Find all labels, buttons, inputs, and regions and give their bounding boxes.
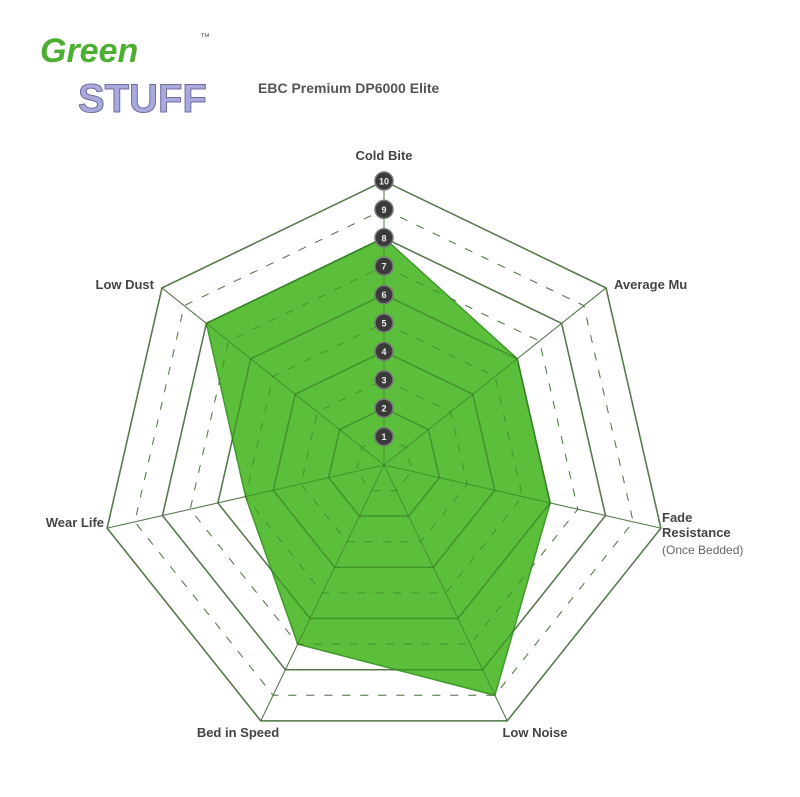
svg-text:8: 8 [381, 233, 386, 243]
scale-tick-5: 5 [374, 313, 394, 333]
grid-ring-2 [327, 407, 441, 517]
svg-text:5: 5 [381, 319, 386, 329]
scale-tick-4: 4 [374, 341, 394, 362]
svg-text:6: 6 [381, 290, 386, 300]
scale-tick-10: 10 [374, 171, 394, 191]
grid-spoke [260, 464, 385, 722]
svg-text:9: 9 [381, 205, 386, 215]
scale-ticks: 1 2 3 4 5 6 7 8 9 10 [374, 171, 394, 447]
axis-sublabel: (Once Bedded) [662, 543, 743, 557]
logo-green-text: Green [40, 32, 138, 70]
scale-tick-3: 3 [374, 370, 394, 390]
axis-label: Average Mu [614, 277, 687, 292]
grid-spoke [383, 287, 607, 466]
axis-label: Low Dust [96, 277, 155, 292]
grid-ring-8 [161, 236, 607, 671]
grid-spoke [161, 287, 385, 466]
grid-ring-9 [134, 208, 634, 696]
grid-ring-7 [189, 265, 579, 645]
grid-ring-10 [106, 180, 662, 722]
logo-stuff-text: STUFF [78, 77, 207, 121]
scale-tick-8: 8 [374, 228, 394, 248]
svg-text:1: 1 [381, 432, 386, 442]
chart-title: EBC Premium DP6000 Elite [258, 80, 440, 96]
scale-tick-1: 1 [374, 426, 394, 447]
grid-spoke [383, 464, 661, 529]
axis-label: Bed in Speed [197, 725, 279, 740]
grid-ring-6 [217, 293, 551, 620]
logo-tm: ™ [200, 32, 210, 43]
scale-tick-6: 6 [374, 284, 394, 305]
grid-spoke [383, 464, 508, 722]
axis-label: Wear Life [46, 515, 104, 530]
logo: Green STUFF ™ [40, 32, 210, 122]
scale-tick-7: 7 [374, 256, 394, 276]
svg-text:2: 2 [381, 404, 386, 414]
svg-text:10: 10 [379, 177, 389, 187]
scale-tick-9: 9 [374, 199, 394, 220]
svg-text:7: 7 [381, 262, 386, 272]
axis-label: Fade Resistance [662, 510, 731, 540]
axis-label: Low Noise [502, 725, 567, 740]
svg-text:4: 4 [381, 347, 386, 357]
axis-labels: Cold Bite Average Mu Fade Resistance (Once B… [46, 148, 744, 740]
scale-tick-2: 2 [374, 398, 394, 418]
axis-label: Cold Bite [355, 148, 412, 163]
grid-spoke [107, 464, 385, 529]
grid-ring-3 [300, 379, 468, 543]
svg-text:3: 3 [381, 375, 386, 385]
grid-ring-4 [272, 350, 496, 569]
